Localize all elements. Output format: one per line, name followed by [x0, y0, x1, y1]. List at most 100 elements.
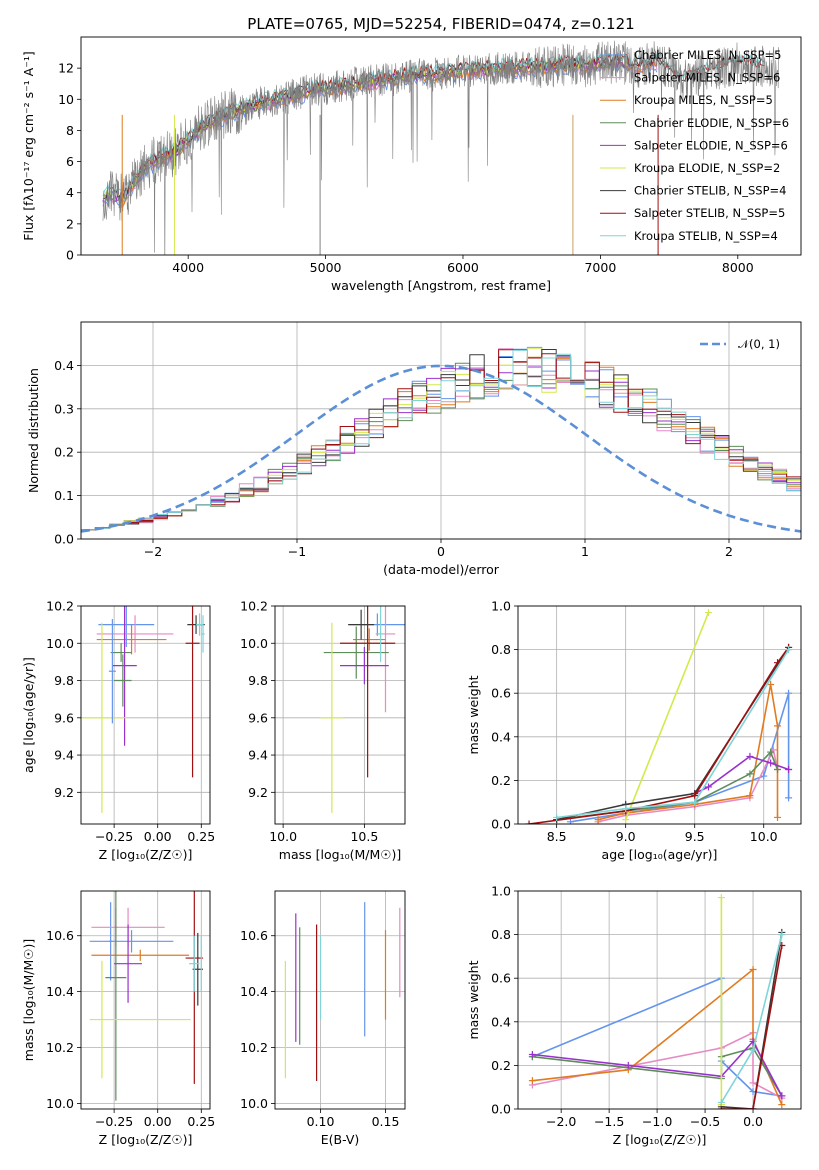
x-tick-label: 10.5	[350, 829, 378, 844]
weight-marker	[705, 609, 713, 617]
y-axis-label: mass [log₁₀(M/M☉)]	[21, 939, 36, 1061]
y-tick-label: 10.2	[46, 599, 74, 614]
y-tick-label: 10.0	[240, 1096, 268, 1111]
weight-marker	[778, 1092, 786, 1100]
plot-area-residuals	[81, 346, 801, 539]
x-tick-label: −2.0	[546, 1114, 576, 1129]
plot-area-age-vs-mass	[320, 606, 405, 813]
y-tick-label: 4	[66, 185, 74, 200]
x-tick-label: 5000	[310, 260, 342, 275]
y-tick-label: 10	[58, 92, 74, 107]
x-tick-label: −1.5	[594, 1114, 624, 1129]
y-tick-label: 9.8	[54, 673, 74, 688]
x-tick-label: −1.0	[642, 1114, 672, 1129]
weight-line-7	[721, 945, 783, 1109]
plot-area-age-vs-Z	[81, 606, 205, 813]
x-axis-label: mass [log₁₀(M/M☉)]	[279, 847, 401, 862]
panel-weight-vs-Z: −2.0 −1.5 −1.0 −0.5 0.0 0.0 0.2 0.4 0.6 0.8 1.0 Z […	[466, 884, 802, 1147]
y-tick-label: 1.0	[491, 884, 511, 899]
y-tick-label: 6	[66, 154, 74, 169]
x-tick-label: −1	[288, 544, 306, 559]
weight-marker	[594, 816, 602, 824]
legend-entry-0: Chabrier MILES, N_SSP=5	[634, 48, 781, 62]
weight-line-1	[597, 747, 779, 823]
y-tick-label: 12	[58, 61, 74, 76]
legend: Chabrier MILES, N_SSP=5 Salpeter MILES, N…	[600, 48, 789, 243]
x-tick-label: 1	[581, 544, 589, 559]
y-tick-label: 0.6	[491, 971, 511, 986]
weight-line-5	[624, 612, 710, 820]
y-tick-label: 9.8	[248, 673, 268, 688]
gaussian-curve	[81, 364, 801, 533]
weight-marker	[749, 1105, 757, 1109]
x-tick-label: 10.0	[750, 829, 778, 844]
axes-frame	[80, 321, 802, 540]
x-tick-label: 9.0	[616, 829, 636, 844]
axes-frame	[274, 890, 406, 1110]
weight-line-8	[556, 649, 790, 819]
y-tick-label: 0.6	[491, 686, 511, 701]
weight-marker	[717, 894, 725, 902]
legend-entry-4: Salpeter ELODIE, N_SSP=6	[634, 138, 788, 152]
weight-marker	[717, 1098, 725, 1106]
y-tick-label: 0.1	[54, 488, 74, 503]
observed-spectrum	[102, 40, 780, 255]
y-axis-label: mass weight	[466, 675, 481, 754]
x-tick-label: 4000	[172, 260, 204, 275]
x-tick-label: 0.25	[187, 829, 215, 844]
x-axis-label: Z [log₁₀(Z/Z☉)]	[613, 1132, 707, 1147]
weight-marker	[746, 792, 754, 800]
y-tick-label: 0.4	[54, 358, 74, 373]
weight-line-6	[556, 646, 790, 821]
x-tick-label: 0.0	[743, 1114, 763, 1129]
axes-frame	[274, 605, 406, 825]
legend-entry-gaussian: 𝒩(0, 1)	[738, 337, 780, 351]
x-axis-label: wavelength [Angstrom, rest frame]	[331, 278, 551, 293]
plot-area-mass-vs-Z	[89, 891, 204, 1101]
plot-area-weight-vs-age	[525, 609, 793, 824]
weight-marker	[767, 759, 775, 767]
legend-entry-7: Salpeter STELIB, N_SSP=5	[634, 206, 785, 220]
x-tick-label: 0.00	[144, 829, 172, 844]
y-tick-label: 9.2	[248, 785, 268, 800]
y-tick-label: 10.0	[240, 636, 268, 651]
legend-entry-1: Salpeter MILES, N_SSP=6	[634, 71, 780, 85]
weight-marker	[774, 722, 782, 730]
axes-frame	[517, 890, 802, 1110]
weight-marker	[774, 766, 782, 773]
x-tick-label: 0.15	[372, 1114, 400, 1129]
y-tick-label: 1.0	[491, 599, 511, 614]
y-tick-label: 0.2	[54, 445, 74, 460]
weight-marker	[622, 816, 630, 824]
y-axis-label: Flux [fλ10⁻¹⁷ erg cm⁻² s⁻¹ A⁻¹]	[21, 51, 36, 240]
weight-marker	[717, 1105, 725, 1109]
axes-frame	[80, 605, 211, 825]
weight-marker	[785, 646, 793, 654]
y-tick-label: 0.3	[54, 401, 74, 416]
histogram-8	[81, 349, 801, 539]
axes-frame	[80, 890, 211, 1110]
y-tick-label: 10.2	[240, 599, 268, 614]
weight-marker	[749, 965, 757, 973]
weight-marker	[785, 689, 793, 697]
weight-marker	[767, 680, 775, 688]
x-tick-label: 0	[437, 544, 445, 559]
x-tick-label: 7000	[584, 260, 616, 275]
plot-area-spectrum	[102, 40, 780, 255]
y-tick-label: 0.0	[491, 1102, 511, 1117]
weight-marker	[528, 1077, 536, 1085]
y-tick-label: 10.0	[46, 1096, 74, 1111]
weight-marker	[705, 783, 713, 791]
y-tick-label: 9.4	[248, 748, 268, 763]
x-tick-label: 0.25	[187, 1114, 215, 1129]
axes-frame	[517, 605, 802, 825]
weight-marker	[746, 752, 754, 760]
y-tick-label: 9.4	[54, 748, 74, 763]
y-tick-label: 0.8	[491, 927, 511, 942]
weight-marker	[785, 794, 793, 802]
x-tick-label: −0.5	[690, 1114, 720, 1129]
x-axis-label: (data-model)/error	[383, 562, 500, 577]
x-tick-label: 8000	[722, 260, 754, 275]
weight-marker	[785, 766, 793, 773]
y-tick-label: 0.8	[491, 642, 511, 657]
